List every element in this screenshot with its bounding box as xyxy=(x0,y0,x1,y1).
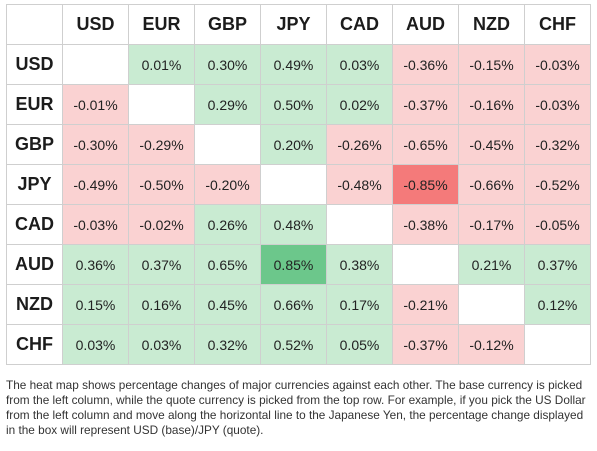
heatmap-cell-chf-chf xyxy=(524,324,591,365)
heatmap-cell-usd-usd xyxy=(62,44,129,85)
heatmap-cell-gbp-eur: -0.29% xyxy=(128,124,195,165)
heatmap-cell-usd-eur: 0.01% xyxy=(128,44,195,85)
heatmap-row-nzd: NZD 0.15% 0.16% 0.45% 0.66% 0.17% -0.21% 0.12% xyxy=(6,284,591,325)
col-header-chf: CHF xyxy=(524,4,591,45)
row-header-chf: CHF xyxy=(6,324,63,365)
heatmap-cell-cad-jpy: 0.48% xyxy=(260,204,327,245)
currency-heatmap-table: USD EUR GBP JPY CAD AUD NZD CHF USD 0.01%… xyxy=(6,4,591,365)
heatmap-cell-usd-nzd: -0.15% xyxy=(458,44,525,85)
heatmap-cell-aud-chf: 0.37% xyxy=(524,244,591,285)
heatmap-cell-nzd-chf: 0.12% xyxy=(524,284,591,325)
heatmap-cell-nzd-cad: 0.17% xyxy=(326,284,393,325)
heatmap-cell-chf-gbp: 0.32% xyxy=(194,324,261,365)
heatmap-cell-jpy-jpy xyxy=(260,164,327,205)
heatmap-cell-cad-cad xyxy=(326,204,393,245)
heatmap-cell-aud-gbp: 0.65% xyxy=(194,244,261,285)
heatmap-row-jpy: JPY -0.49% -0.50% -0.20% -0.48% -0.85% -0.66% -… xyxy=(6,164,591,205)
heatmap-caption: The heat map shows percentage changes of… xyxy=(6,378,586,437)
heatmap-cell-nzd-jpy: 0.66% xyxy=(260,284,327,325)
heatmap-cell-gbp-cad: -0.26% xyxy=(326,124,393,165)
heatmap-row-chf: CHF 0.03% 0.03% 0.32% 0.52% 0.05% -0.37% -0.12% xyxy=(6,324,591,365)
heatmap-cell-jpy-gbp: -0.20% xyxy=(194,164,261,205)
heatmap-cell-cad-aud: -0.38% xyxy=(392,204,459,245)
heatmap-cell-aud-eur: 0.37% xyxy=(128,244,195,285)
heatmap-cell-gbp-gbp xyxy=(194,124,261,165)
col-header-jpy: JPY xyxy=(260,4,327,45)
heatmap-cell-eur-cad: 0.02% xyxy=(326,84,393,125)
heatmap-cell-cad-gbp: 0.26% xyxy=(194,204,261,245)
heatmap-cell-chf-aud: -0.37% xyxy=(392,324,459,365)
heatmap-cell-eur-chf: -0.03% xyxy=(524,84,591,125)
heatmap-cell-nzd-eur: 0.16% xyxy=(128,284,195,325)
heatmap-cell-chf-nzd: -0.12% xyxy=(458,324,525,365)
heatmap-row-usd: USD 0.01% 0.30% 0.49% 0.03% -0.36% -0.15% -0.03… xyxy=(6,44,591,85)
heatmap-cell-jpy-cad: -0.48% xyxy=(326,164,393,205)
heatmap-cell-aud-jpy: 0.85% xyxy=(260,244,327,285)
heatmap-cell-gbp-nzd: -0.45% xyxy=(458,124,525,165)
col-header-eur: EUR xyxy=(128,4,195,45)
heatmap-cell-eur-nzd: -0.16% xyxy=(458,84,525,125)
heatmap-cell-usd-gbp: 0.30% xyxy=(194,44,261,85)
heatmap-cell-eur-aud: -0.37% xyxy=(392,84,459,125)
heatmap-cell-gbp-jpy: 0.20% xyxy=(260,124,327,165)
heatmap-cell-nzd-aud: -0.21% xyxy=(392,284,459,325)
heatmap-cell-chf-cad: 0.05% xyxy=(326,324,393,365)
heatmap-cell-eur-eur xyxy=(128,84,195,125)
heatmap-cell-chf-usd: 0.03% xyxy=(62,324,129,365)
heatmap-cell-jpy-chf: -0.52% xyxy=(524,164,591,205)
heatmap-cell-eur-gbp: 0.29% xyxy=(194,84,261,125)
heatmap-row-aud: AUD 0.36% 0.37% 0.65% 0.85% 0.38% 0.21% 0.37% xyxy=(6,244,591,285)
col-header-nzd: NZD xyxy=(458,4,525,45)
heatmap-cell-aud-usd: 0.36% xyxy=(62,244,129,285)
row-header-eur: EUR xyxy=(6,84,63,125)
heatmap-cell-gbp-usd: -0.30% xyxy=(62,124,129,165)
heatmap-body: USD 0.01% 0.30% 0.49% 0.03% -0.36% -0.15% -0.03… xyxy=(6,44,591,365)
row-header-nzd: NZD xyxy=(6,284,63,325)
heatmap-cell-usd-jpy: 0.49% xyxy=(260,44,327,85)
heatmap-cell-gbp-chf: -0.32% xyxy=(524,124,591,165)
heatmap-cell-nzd-usd: 0.15% xyxy=(62,284,129,325)
heatmap-cell-cad-nzd: -0.17% xyxy=(458,204,525,245)
row-header-jpy: JPY xyxy=(6,164,63,205)
heatmap-cell-chf-jpy: 0.52% xyxy=(260,324,327,365)
col-header-gbp: GBP xyxy=(194,4,261,45)
heatmap-cell-usd-aud: -0.36% xyxy=(392,44,459,85)
heatmap-cell-chf-eur: 0.03% xyxy=(128,324,195,365)
heatmap-cell-jpy-eur: -0.50% xyxy=(128,164,195,205)
heatmap-cell-cad-usd: -0.03% xyxy=(62,204,129,245)
heatmap-cell-nzd-nzd xyxy=(458,284,525,325)
heatmap-cell-cad-chf: -0.05% xyxy=(524,204,591,245)
heatmap-cell-aud-nzd: 0.21% xyxy=(458,244,525,285)
heatmap-row-gbp: GBP -0.30% -0.29% 0.20% -0.26% -0.65% -0.45% -0… xyxy=(6,124,591,165)
heatmap-cell-gbp-aud: -0.65% xyxy=(392,124,459,165)
row-header-gbp: GBP xyxy=(6,124,63,165)
col-header-usd: USD xyxy=(62,4,129,45)
heatmap-cell-jpy-nzd: -0.66% xyxy=(458,164,525,205)
row-header-usd: USD xyxy=(6,44,63,85)
heatmap-cell-eur-usd: -0.01% xyxy=(62,84,129,125)
heatmap-cell-usd-cad: 0.03% xyxy=(326,44,393,85)
heatmap-row-eur: EUR -0.01% 0.29% 0.50% 0.02% -0.37% -0.16% -0.0… xyxy=(6,84,591,125)
heatmap-row-cad: CAD -0.03% -0.02% 0.26% 0.48% -0.38% -0.17% -0.… xyxy=(6,204,591,245)
heatmap-cell-aud-aud xyxy=(392,244,459,285)
row-header-cad: CAD xyxy=(6,204,63,245)
heatmap-cell-jpy-usd: -0.49% xyxy=(62,164,129,205)
row-header-aud: AUD xyxy=(6,244,63,285)
heatmap-cell-eur-jpy: 0.50% xyxy=(260,84,327,125)
heatmap-cell-nzd-gbp: 0.45% xyxy=(194,284,261,325)
corner-cell xyxy=(6,4,63,45)
col-header-cad: CAD xyxy=(326,4,393,45)
heatmap-cell-usd-chf: -0.03% xyxy=(524,44,591,85)
heatmap-cell-jpy-aud: -0.85% xyxy=(392,164,459,205)
col-header-aud: AUD xyxy=(392,4,459,45)
heatmap-cell-aud-cad: 0.38% xyxy=(326,244,393,285)
header-row: USD EUR GBP JPY CAD AUD NZD CHF xyxy=(6,4,591,45)
heatmap-cell-cad-eur: -0.02% xyxy=(128,204,195,245)
